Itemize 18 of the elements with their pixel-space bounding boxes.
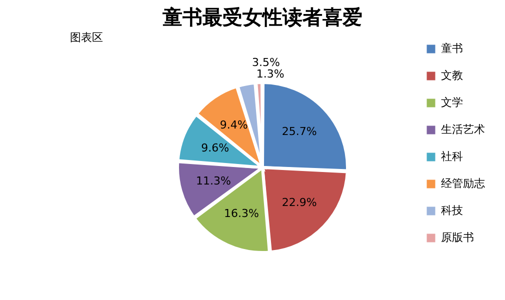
chart-title: 童书最受女性读者喜爱 — [162, 5, 362, 29]
legend-label: 经管励志 — [441, 177, 485, 190]
legend-label: 原版书 — [441, 231, 474, 244]
data-label: 16.3% — [224, 206, 259, 220]
legend-label: 文教 — [441, 69, 463, 82]
data-label: 9.6% — [201, 142, 230, 155]
data-label: 11.3% — [196, 174, 231, 188]
data-label: 22.9% — [282, 196, 317, 209]
legend-label: 科技 — [441, 204, 463, 217]
legend-label: 社科 — [441, 150, 463, 163]
legend-label: 童书 — [441, 42, 463, 55]
data-label: 25.7% — [282, 125, 317, 138]
data-label: 1.3% — [256, 68, 284, 81]
legend-label: 生活艺术 — [441, 123, 485, 136]
legend-label: 文学 — [441, 96, 463, 109]
data-label: 9.4% — [220, 118, 248, 132]
text: 图表区 — [70, 31, 103, 44]
data-label: 3.5% — [252, 56, 280, 70]
